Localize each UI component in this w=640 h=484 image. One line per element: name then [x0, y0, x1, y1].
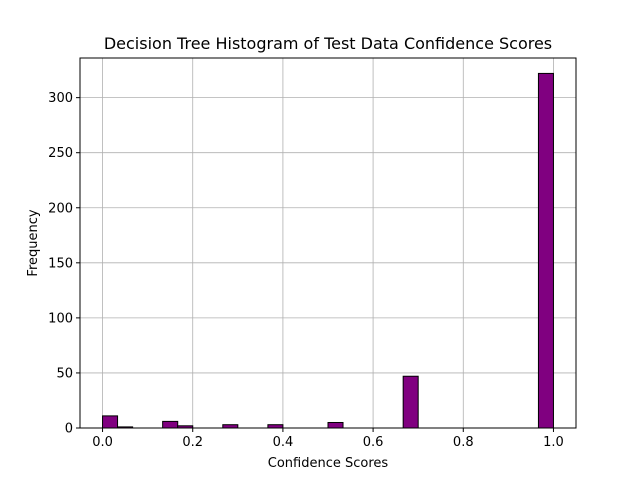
bars-layer	[102, 72, 554, 429]
x-tick-label: 0.4	[273, 435, 294, 450]
y-tick-label: 0	[65, 422, 73, 437]
y-tick-label: 100	[48, 311, 73, 326]
histogram-bar	[102, 415, 119, 429]
axes-layer	[79, 57, 577, 429]
y-axis-label: Frequency	[26, 209, 41, 276]
y-tick-label: 250	[48, 146, 73, 161]
grid-layer	[80, 58, 576, 429]
x-axis-label: Confidence Scores	[268, 456, 389, 471]
plot-frame	[79, 57, 577, 429]
x-tick-label: 0.0	[92, 435, 113, 450]
x-tick-label: 0.6	[363, 435, 384, 450]
histogram-bar	[402, 375, 419, 429]
chart-title: Decision Tree Histogram of Test Data Con…	[104, 34, 552, 53]
y-tick-label: 200	[48, 201, 73, 216]
ticks-layer: 0.0 0.2 0.4 0.6 0.8 1.0 0 50 100 150 200 250 300	[48, 91, 564, 450]
x-tick-label: 0.8	[453, 435, 474, 450]
histogram-bar	[327, 421, 344, 429]
x-tick-label: 0.2	[182, 435, 203, 450]
y-tick-label: 150	[48, 256, 73, 271]
x-tick-label: 1.0	[543, 435, 564, 450]
histogram-bar	[162, 420, 179, 429]
histogram-bar	[537, 72, 554, 429]
y-tick-label: 300	[48, 91, 73, 106]
y-tick-label: 50	[56, 366, 73, 381]
